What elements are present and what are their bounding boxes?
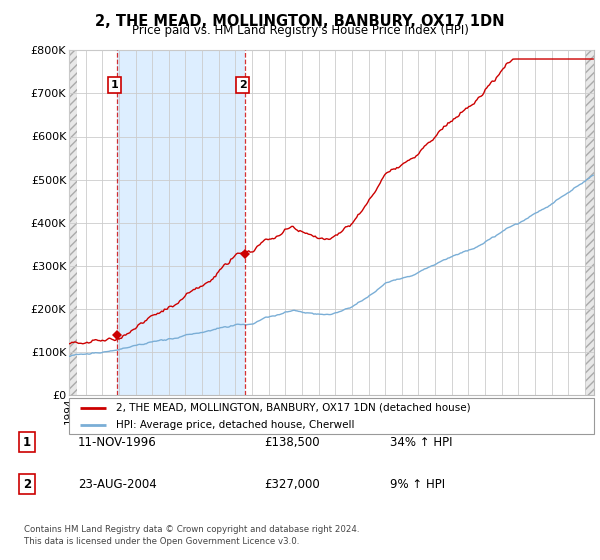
Text: £327,000: £327,000 bbox=[264, 478, 320, 491]
Text: 23-AUG-2004: 23-AUG-2004 bbox=[78, 478, 157, 491]
FancyBboxPatch shape bbox=[69, 398, 594, 434]
Text: 1: 1 bbox=[110, 80, 118, 90]
Text: HPI: Average price, detached house, Cherwell: HPI: Average price, detached house, Cher… bbox=[116, 420, 355, 430]
Text: Contains HM Land Registry data © Crown copyright and database right 2024.
This d: Contains HM Land Registry data © Crown c… bbox=[24, 525, 359, 546]
Text: 2, THE MEAD, MOLLINGTON, BANBURY, OX17 1DN (detached house): 2, THE MEAD, MOLLINGTON, BANBURY, OX17 1… bbox=[116, 403, 471, 413]
Text: 9% ↑ HPI: 9% ↑ HPI bbox=[390, 478, 445, 491]
Text: 2: 2 bbox=[23, 478, 31, 491]
Text: £138,500: £138,500 bbox=[264, 436, 320, 449]
Text: 11-NOV-1996: 11-NOV-1996 bbox=[78, 436, 157, 449]
Text: 2, THE MEAD, MOLLINGTON, BANBURY, OX17 1DN: 2, THE MEAD, MOLLINGTON, BANBURY, OX17 1… bbox=[95, 14, 505, 29]
Text: 1: 1 bbox=[23, 436, 31, 449]
Text: Price paid vs. HM Land Registry's House Price Index (HPI): Price paid vs. HM Land Registry's House … bbox=[131, 24, 469, 37]
Text: 34% ↑ HPI: 34% ↑ HPI bbox=[390, 436, 452, 449]
Text: 2: 2 bbox=[239, 80, 247, 90]
